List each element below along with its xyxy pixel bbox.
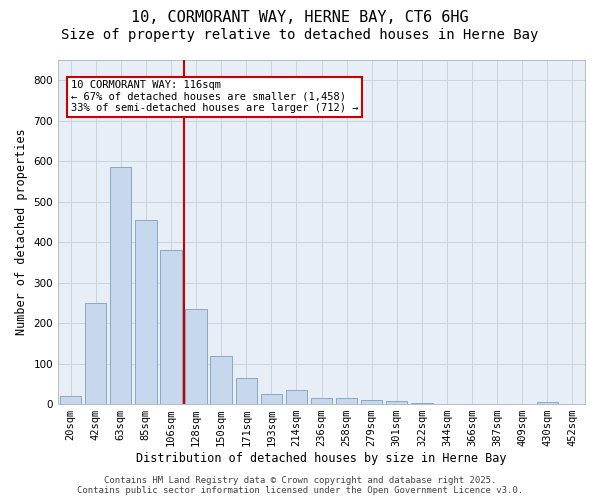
Bar bbox=[286, 390, 307, 404]
Bar bbox=[411, 403, 433, 404]
X-axis label: Distribution of detached houses by size in Herne Bay: Distribution of detached houses by size … bbox=[136, 452, 507, 465]
Bar bbox=[311, 398, 332, 404]
Bar bbox=[185, 309, 207, 404]
Bar bbox=[361, 400, 382, 404]
Text: Size of property relative to detached houses in Herne Bay: Size of property relative to detached ho… bbox=[61, 28, 539, 42]
Bar bbox=[110, 168, 131, 404]
Bar bbox=[135, 220, 157, 404]
Bar bbox=[60, 396, 81, 404]
Bar bbox=[211, 356, 232, 404]
Bar bbox=[236, 378, 257, 404]
Bar bbox=[160, 250, 182, 404]
Text: 10, CORMORANT WAY, HERNE BAY, CT6 6HG: 10, CORMORANT WAY, HERNE BAY, CT6 6HG bbox=[131, 10, 469, 25]
Bar bbox=[336, 398, 357, 404]
Bar bbox=[85, 303, 106, 404]
Y-axis label: Number of detached properties: Number of detached properties bbox=[15, 128, 28, 336]
Text: 10 CORMORANT WAY: 116sqm
← 67% of detached houses are smaller (1,458)
33% of sem: 10 CORMORANT WAY: 116sqm ← 67% of detach… bbox=[71, 80, 358, 114]
Bar bbox=[536, 402, 558, 404]
Text: Contains HM Land Registry data © Crown copyright and database right 2025.
Contai: Contains HM Land Registry data © Crown c… bbox=[77, 476, 523, 495]
Bar bbox=[386, 401, 407, 404]
Bar bbox=[260, 394, 282, 404]
